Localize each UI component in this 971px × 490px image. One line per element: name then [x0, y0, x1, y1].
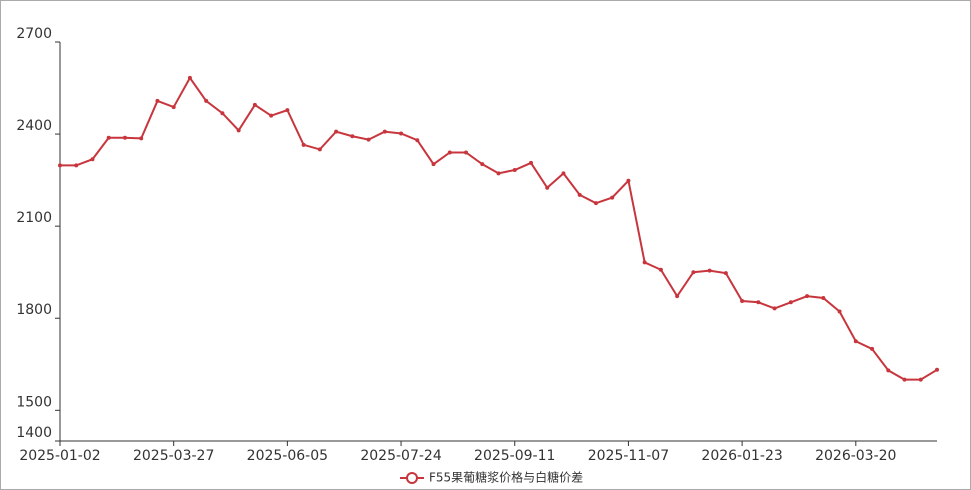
- point: [399, 131, 404, 136]
- point: [610, 195, 615, 200]
- point: [658, 267, 663, 272]
- point: [269, 113, 274, 118]
- point: [918, 377, 923, 382]
- point: [496, 171, 501, 176]
- point: [464, 150, 469, 155]
- y-tick-label: 2400: [16, 118, 52, 134]
- point: [90, 157, 95, 162]
- point: [756, 300, 761, 305]
- point: [74, 163, 79, 168]
- point: [58, 163, 62, 168]
- x-tick-label: 2025-09-11: [474, 448, 555, 464]
- point: [106, 135, 111, 140]
- point: [317, 147, 322, 152]
- y-tick-label: 2100: [16, 210, 52, 226]
- x-tick-label: 2025-11-07: [588, 448, 669, 464]
- point: [886, 368, 891, 373]
- point: [837, 309, 842, 314]
- point: [821, 295, 826, 300]
- y-tick-label: 2700: [16, 26, 52, 42]
- point: [545, 185, 550, 190]
- point: [350, 134, 355, 139]
- point: [853, 339, 858, 344]
- y-tick-label: 1400: [16, 425, 52, 441]
- point: [252, 102, 257, 107]
- x-tick-label: 2026-01-23: [701, 448, 782, 464]
- point: [675, 294, 680, 299]
- point: [772, 306, 777, 311]
- point: [415, 138, 420, 143]
- x-tick-label: 2025-01-02: [19, 448, 100, 464]
- point: [204, 98, 209, 103]
- x-tick-label: 2025-06-05: [247, 448, 328, 464]
- point: [626, 178, 631, 183]
- point: [366, 137, 371, 142]
- point: [382, 129, 387, 134]
- point: [171, 105, 176, 110]
- point: [334, 129, 339, 134]
- point: [561, 171, 566, 176]
- legend-label: F55果葡糖浆价格与白糖价差: [429, 470, 583, 485]
- point: [447, 150, 452, 155]
- point: [220, 111, 225, 116]
- point: [805, 294, 810, 299]
- point: [902, 377, 907, 382]
- point: [122, 135, 127, 140]
- x-tick-label: 2026-03-20: [815, 448, 896, 464]
- point: [528, 160, 533, 165]
- point: [593, 201, 598, 206]
- legend-marker: [406, 472, 418, 484]
- point: [935, 367, 939, 372]
- point: [236, 128, 241, 133]
- point: [301, 142, 306, 147]
- point: [870, 346, 875, 351]
- x-tick-label: 2025-07-24: [360, 448, 441, 464]
- point: [285, 108, 290, 113]
- point: [691, 270, 696, 275]
- point: [723, 271, 728, 276]
- point: [642, 260, 647, 265]
- x-tick-label: 2025-03-27: [133, 448, 214, 464]
- y-tick-label: 1800: [16, 302, 52, 318]
- point: [155, 98, 160, 103]
- point: [139, 136, 144, 141]
- point: [788, 300, 793, 305]
- point: [740, 299, 745, 304]
- point: [431, 162, 436, 167]
- y-tick-label: 1500: [16, 394, 52, 410]
- point: [187, 75, 192, 80]
- point: [480, 162, 485, 167]
- point: [577, 192, 582, 197]
- point: [512, 167, 517, 172]
- point: [707, 268, 712, 273]
